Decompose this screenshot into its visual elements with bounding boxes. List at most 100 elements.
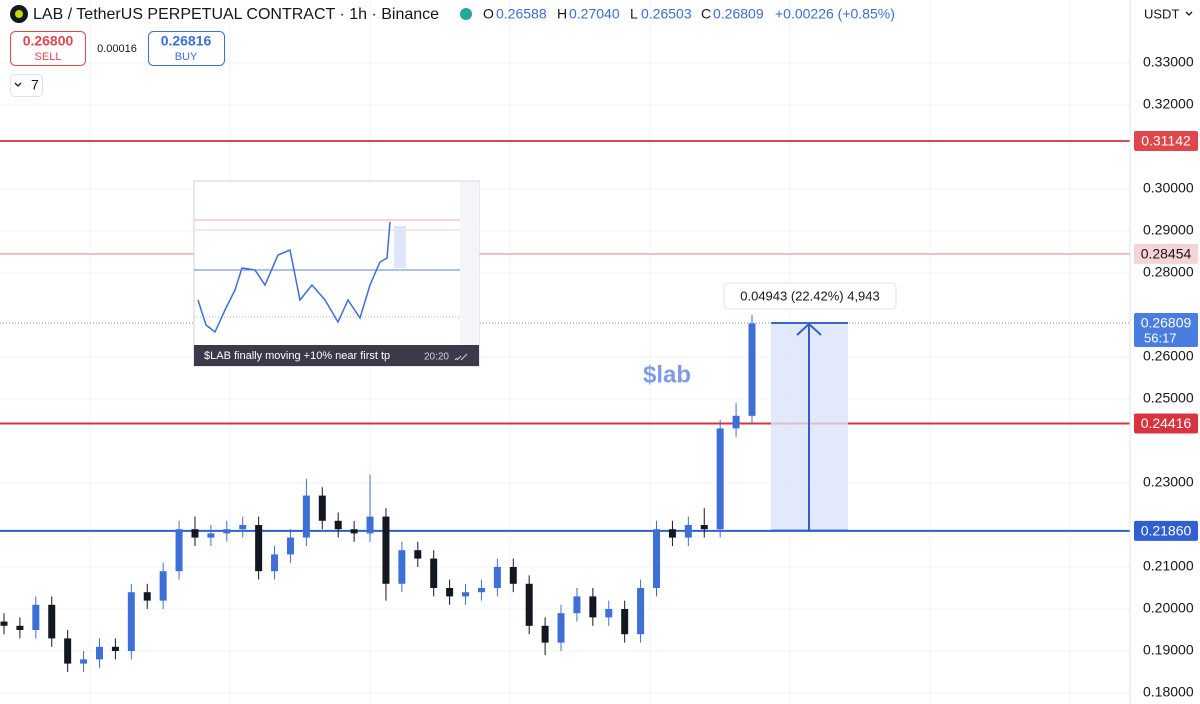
symbol-title: LAB / TetherUS PERPETUAL CONTRACT · 1h ·… [33,6,439,23]
level-label: 0.31142 [1141,133,1191,149]
y-tick-label: 0.18000 [1143,684,1194,700]
o-value: 0.26588 [496,6,547,22]
y-tick-label: 0.29000 [1143,222,1194,238]
candle-body [573,596,581,614]
candle-body [700,524,708,530]
l-key: L [630,6,638,22]
y-tick-label: 0.28000 [1143,264,1194,280]
candle-body [605,608,613,618]
candle-body [398,550,406,584]
last-price-bg [1134,313,1198,348]
change: +0.00226 (+0.85%) [775,6,895,22]
candle-body [334,520,342,530]
candle-body [127,592,135,651]
candle-body [32,604,40,630]
candle-body [48,604,56,639]
candle-body [446,587,454,597]
candle-body [493,566,501,588]
inset-image: $LAB finally moving +10% near first tp 2… [193,180,480,367]
candle-body [207,533,215,538]
candle-body [732,415,740,429]
status-dot [460,8,472,20]
countdown: 56:17 [1144,330,1177,345]
measure-label: 0.04943 (22.42%) 4,943 [740,288,880,303]
candle-body [191,529,199,538]
inset-axis [460,182,479,345]
buy-price[interactable]: 0.26816 [161,33,212,49]
candle-body [143,592,151,601]
inset-check [454,353,468,361]
inset-frame [193,180,480,367]
currency-caret [1185,11,1193,16]
level-label-bg [1134,520,1198,541]
inset-time: 20:20 [424,352,449,363]
measure-label-bg [723,282,897,310]
indicators-toggle[interactable] [10,74,43,97]
y-tick-label: 0.33000 [1143,54,1194,70]
level-label-bg [1134,131,1198,152]
level-label-bg [1134,243,1198,264]
candle-body [668,529,676,538]
y-tick-label: 0.20000 [1143,600,1194,616]
level-label: 0.28454 [1141,246,1192,262]
y-tick-label: 0.23000 [1143,474,1194,490]
level-label-bg [1134,413,1198,434]
candle-body [414,550,422,559]
candle-body [366,516,374,534]
candle-body [318,495,326,521]
currency-select[interactable] [1138,2,1198,28]
price-axis: 0.33000 0.32000 0.30000 0.29000 0.28000 0.260… [1134,54,1198,700]
h-key: H [557,6,567,22]
logo-dot [15,10,23,18]
candle-body [239,524,247,530]
candle-body [302,495,310,538]
c-value: 0.26809 [713,6,764,22]
candle-body [255,524,263,572]
inset-caption-bar [194,345,479,366]
plot: 0.04943 (22.42%) 4,943 $lab [0,140,1130,672]
y-tick-label: 0.26000 [1143,348,1194,364]
grid [0,0,1130,704]
candle-body [621,608,629,635]
candle-body [350,529,358,534]
currency[interactable]: USDT [1144,6,1179,21]
candle-body [159,571,167,601]
candle-body [382,516,390,584]
annotation: $lab [643,361,691,388]
level-label: 0.21860 [1141,523,1192,539]
candle-body [0,621,8,626]
candle-body [430,558,438,588]
sell-label[interactable]: SELL [35,51,62,63]
inset-price [197,221,391,334]
l-value: 0.26503 [641,6,692,22]
level-label: 0.24416 [1141,415,1192,431]
y-tick-label: 0.30000 [1143,180,1194,196]
candle-body [286,537,294,555]
sell-button[interactable] [10,31,86,66]
candle-body [16,625,24,630]
buy-button[interactable] [148,31,225,66]
y-tick-label: 0.21000 [1143,558,1194,574]
candle-body [541,625,549,643]
candle-body [653,529,661,588]
candle-body [509,566,517,584]
candle-body [223,529,231,534]
c-key: C [701,6,711,22]
candle-body [684,524,692,538]
o-key: O [483,6,494,22]
buy-label[interactable]: BUY [175,51,198,63]
candle-body [64,638,72,664]
candle-body [637,587,645,635]
y-tick-label: 0.25000 [1143,390,1194,406]
candle-body [525,583,533,626]
candle-body [111,646,119,651]
sell-price[interactable]: 0.26800 [23,33,74,49]
indicators-caret [14,82,22,87]
candle-body [716,428,724,530]
indicators-count[interactable]: 7 [31,77,39,93]
last-price-label: 0.26809 [1141,315,1192,331]
candle-body [557,613,565,643]
y-tick-label: 0.19000 [1143,642,1194,658]
spread: 0.00016 [97,43,137,55]
